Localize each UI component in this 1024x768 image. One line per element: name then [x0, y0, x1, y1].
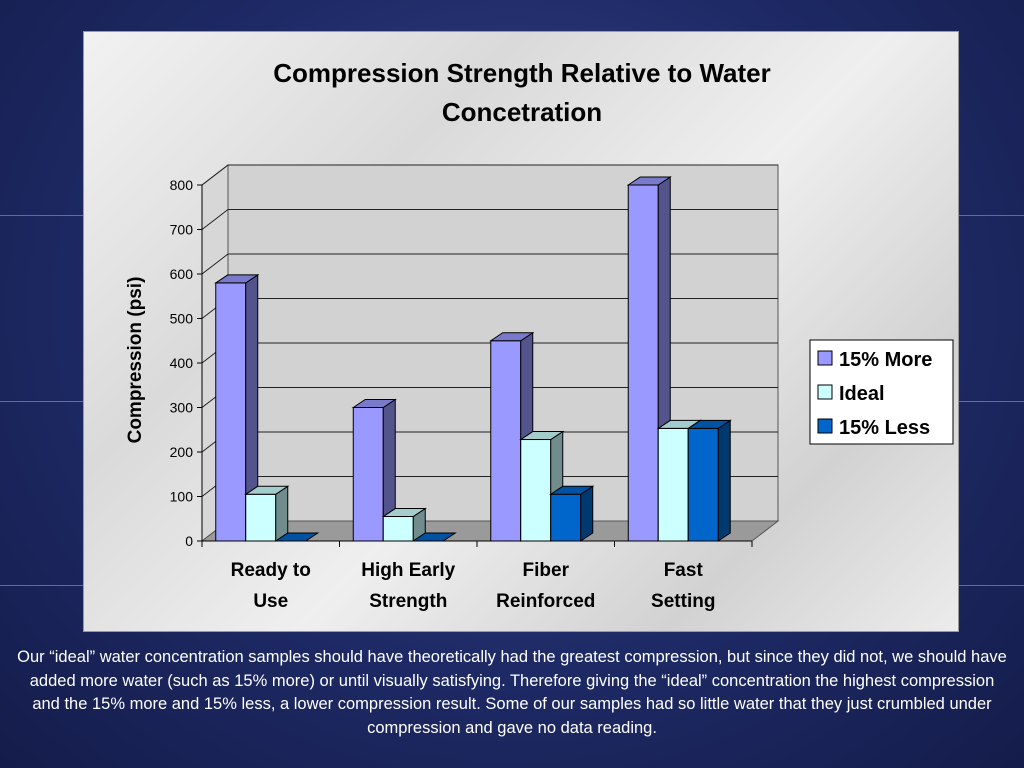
bars	[214, 176, 732, 542]
bar-front	[657, 427, 689, 542]
bar-side	[717, 419, 731, 542]
y-tick-label: 300	[170, 400, 194, 416]
bar-side	[275, 485, 289, 542]
bar	[519, 430, 565, 542]
x-tick-label-line: Strength	[369, 591, 447, 612]
gridline-side	[201, 253, 229, 275]
chart-title: Compression Strength Relative to Water Co…	[273, 58, 770, 127]
gridline-side	[201, 164, 229, 186]
chart-title-line: Concetration	[442, 97, 602, 127]
x-axis: Ready to Use High Early Strength Fiber Reinfo…	[201, 540, 753, 612]
bar-top	[489, 332, 535, 342]
bar-front	[382, 516, 414, 542]
y-tick-label: 600	[170, 266, 194, 282]
y-axis: 0 100 200 300 400 500 600 700 800	[170, 177, 203, 549]
bar-top	[244, 485, 290, 495]
bar-front	[490, 340, 522, 542]
bar-front	[352, 407, 384, 542]
bar-top	[214, 274, 260, 284]
x-tick-label-line: Fiber	[523, 560, 570, 581]
bar-front	[215, 282, 247, 542]
bar-front	[520, 439, 552, 542]
x-tick-label: High Early Strength	[361, 560, 455, 612]
gridline-side	[201, 209, 229, 230]
x-tick-label: Ready to Use	[231, 560, 311, 612]
legend-label: 15% More	[839, 349, 932, 371]
x-tick-label-line: Reinforced	[496, 591, 595, 612]
y-tick-label: 500	[170, 311, 194, 327]
y-tick-label: 400	[170, 355, 194, 371]
legend-swatch	[817, 384, 833, 400]
x-tick-label-line: Fast	[664, 560, 704, 581]
bar-side	[580, 485, 594, 542]
bar-top	[519, 431, 565, 441]
x-tick-label-line: High Early	[361, 560, 455, 581]
bar-top	[351, 399, 397, 408]
bar-front	[245, 493, 277, 542]
legend-swatch	[817, 418, 833, 434]
slide-caption: Our “ideal” water concentration samples …	[17, 648, 1007, 737]
legend-box	[809, 339, 954, 445]
legend-swatch	[817, 350, 833, 366]
chart-title-line: Compression Strength Relative to Water	[273, 58, 770, 88]
bar-front	[550, 493, 582, 542]
x-tick-label-line: Ready to	[231, 560, 311, 581]
legend-label: 15% Less	[839, 417, 930, 439]
y-tick-label: 800	[170, 177, 194, 193]
bar-top	[549, 485, 595, 495]
legend-label: Ideal	[839, 383, 885, 405]
y-tick-label: 0	[185, 533, 193, 549]
bar-front	[687, 427, 719, 542]
x-tick-label: Fast Setting	[651, 560, 715, 612]
bar	[686, 419, 732, 542]
y-tick-label: 100	[170, 489, 194, 505]
bar-top	[686, 419, 732, 429]
bar-front	[627, 184, 659, 542]
bar	[214, 273, 260, 542]
bar	[381, 507, 427, 542]
y-axis-label: Compression (psi)	[125, 277, 146, 444]
x-tick-label: Fiber Reinforced	[496, 560, 595, 612]
y-tick-label: 700	[170, 222, 194, 238]
bar-top	[626, 176, 672, 186]
bar	[244, 485, 290, 542]
x-tick-label-line: Setting	[651, 591, 715, 612]
legend: 15% More Ideal 15% Less	[809, 339, 954, 445]
x-tick-label-line: Use	[253, 591, 288, 612]
bar-top	[381, 508, 427, 518]
bar	[549, 485, 595, 542]
y-tick-label: 200	[170, 444, 194, 460]
